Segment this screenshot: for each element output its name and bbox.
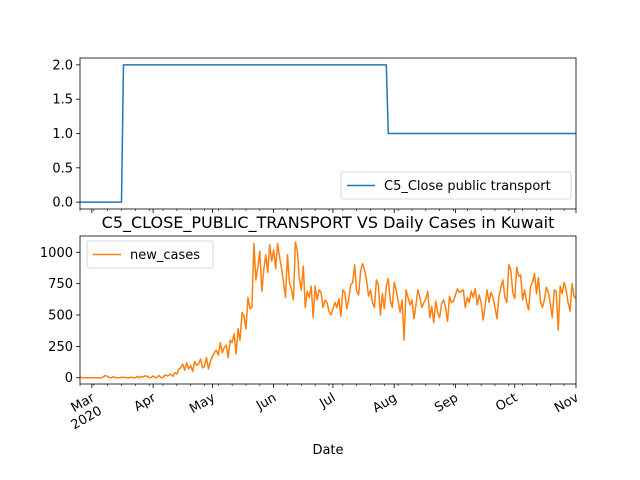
series-line-new-cases [79,241,577,379]
bottom-axes: 0 250 500 750 1000 Mar2020 Apr May Jun Jul Aug Sep… [40,235,582,433]
bottom-legend-box [86,240,214,269]
x-tick-label: May [187,390,218,417]
top-y-tick-label: 1.0 [52,127,73,142]
x-tick-label: Jun [253,391,279,415]
top-y-tick-label: 1.5 [52,93,73,108]
x-axis-label: Date [312,443,343,458]
top-y-tick-label: 0.0 [52,196,73,211]
bottom-y-tick-label: 0 [65,371,73,386]
bottom-y-tick-label: 500 [48,309,73,324]
bottom-legend: new_cases [86,240,214,269]
top-y-tick-label: 0.5 [52,161,73,176]
bottom-x-ticks: Mar2020 Apr May Jun Jul Aug Sep Oct Nov [61,384,582,433]
x-tick-label: Sep [432,391,461,416]
top-y-tick-label: 2.0 [52,58,73,73]
top-legend-label: C5_Close public transport [384,179,551,194]
x-tick-label: Oct [493,391,520,415]
top-axes: 0.0 0.5 1.0 1.5 2.0 C5_Close public transpor… [52,57,577,213]
top-axes-frame [79,57,577,210]
series-line-c5-close-public-transport [80,64,576,203]
bottom-y-tick-label: 1000 [40,246,73,261]
top-y-ticks: 0.0 0.5 1.0 1.5 2.0 [52,58,80,211]
bottom-axes-frame [79,235,577,385]
chart-title: C5_CLOSE_PUBLIC_TRANSPORT VS Daily Cases… [102,213,555,233]
bottom-y-tick-label: 750 [48,277,73,292]
bottom-y-ticks: 0 250 500 750 1000 [40,246,80,386]
x-tick-label: Nov [552,390,582,416]
bottom-y-tick-label: 250 [48,340,73,355]
x-tick-label: Apr [132,390,160,415]
x-tick-label: Jul [316,391,338,412]
bottom-legend-label: new_cases [130,248,200,263]
x-tick-label: Aug [370,391,399,417]
x-tick-label: Mar2020 [61,390,105,433]
top-legend-box [340,171,572,200]
top-legend: C5_Close public transport [340,171,572,200]
